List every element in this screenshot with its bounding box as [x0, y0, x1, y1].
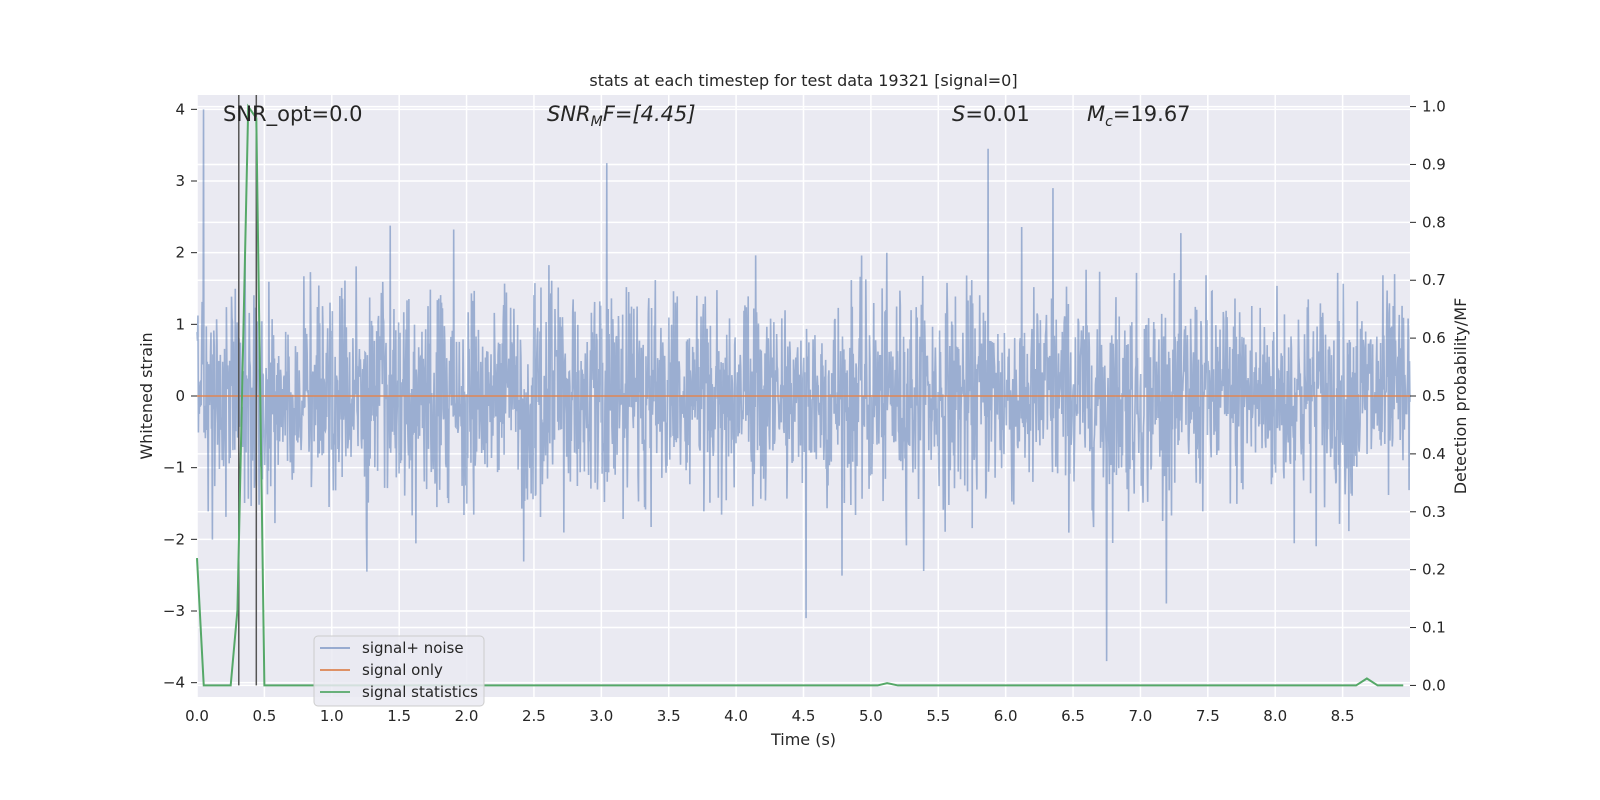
- annotation-mc-sub: c: [1105, 114, 1113, 130]
- annotation-s: S=0.01: [952, 102, 1030, 126]
- legend-label: signal+ noise: [362, 639, 464, 657]
- y-tick-label: 2: [175, 244, 185, 262]
- y-tick-label: −2: [163, 530, 185, 548]
- y2-axis-label: Detection probability/MF: [1451, 298, 1470, 495]
- y2-tick-label: 0.0: [1422, 676, 1446, 694]
- x-tick-label: 4.5: [792, 707, 816, 725]
- y-axis-label: Whitened strain: [137, 332, 156, 459]
- y-tick-label: −3: [163, 602, 185, 620]
- x-tick-label: 8.0: [1263, 707, 1287, 725]
- x-tick-label: 1.5: [387, 707, 411, 725]
- annotation-s-name: S: [952, 102, 965, 126]
- x-tick-label: 7.0: [1129, 707, 1153, 725]
- x-tick-label: 2.5: [522, 707, 546, 725]
- annotation-s-tail: =0.01: [965, 102, 1029, 126]
- x-tick-label: 2.0: [455, 707, 479, 725]
- y2-tick-label: 0.3: [1422, 503, 1446, 521]
- x-tick-label: 4.0: [724, 707, 748, 725]
- x-axis-label: Time (s): [770, 730, 836, 749]
- x-tick-label: 3.5: [657, 707, 681, 725]
- y-tick-label: 3: [175, 172, 185, 190]
- y2-tick-label: 0.2: [1422, 561, 1446, 579]
- series-signal-noise: [196, 109, 1411, 662]
- y2-tick-label: 0.8: [1422, 213, 1446, 231]
- data-layer: [196, 95, 1411, 687]
- y2-tick-label: 1.0: [1422, 98, 1446, 116]
- y2-tick-label: 0.1: [1422, 619, 1446, 637]
- x-tick-label: 6.0: [994, 707, 1018, 725]
- legend-label: signal statistics: [362, 683, 478, 701]
- y-tick-label: −1: [163, 459, 185, 477]
- x-tick-label: 0.0: [185, 707, 209, 725]
- y-tick-label: 4: [175, 100, 185, 118]
- annotation-snr-mf-name: SNR: [547, 102, 591, 126]
- annotation-mc-tail: =19.67: [1113, 102, 1191, 126]
- y-tick-label: 1: [175, 315, 185, 333]
- y2-tick-label: 0.7: [1422, 271, 1446, 289]
- annotation-snr-mf: SNRMF=[4.45]: [547, 102, 696, 130]
- annotation-mc-name: M: [1087, 102, 1105, 126]
- y2-tick-label: 0.5: [1422, 387, 1446, 405]
- y-tick-label: 0: [175, 387, 185, 405]
- legend-label: signal only: [362, 661, 443, 679]
- y2-tick-label: 0.6: [1422, 329, 1446, 347]
- x-tick-label: 8.5: [1331, 707, 1355, 725]
- chart-title: stats at each timestep for test data 193…: [589, 71, 1017, 90]
- x-tick-label: 7.5: [1196, 707, 1220, 725]
- x-tick-label: 1.0: [320, 707, 344, 725]
- axes: 0.0 0.5 1.0 1.5 2.0 2.5 3.0 3.5 4.0 4.5 5.0 5.5 6.0 6…: [163, 98, 1446, 725]
- series-signal-statistics: [196, 103, 1404, 687]
- x-tick-label: 6.5: [1061, 707, 1085, 725]
- x-tick-label: 5.0: [859, 707, 883, 725]
- y2-tick-label: 0.9: [1422, 155, 1446, 173]
- y2-tick-label: 0.4: [1422, 445, 1446, 463]
- x-tick-label: 0.5: [252, 707, 276, 725]
- y-tick-label: −4: [163, 674, 185, 692]
- annotation-snr-mf-tail: F=[4.45]: [603, 102, 696, 126]
- legend-box: [313, 635, 485, 707]
- annotation-snr-mf-sub: M: [591, 114, 603, 130]
- x-tick-label: 5.5: [926, 707, 950, 725]
- x-tick-label: 3.0: [589, 707, 613, 725]
- annotations: SNR_opt=0.0 SNRMF=[4.45] S=0.01 Mc=19.67: [223, 102, 1191, 130]
- annotation-mc: Mc=19.67: [1087, 102, 1191, 130]
- annotation-snr-opt: SNR_opt=0.0: [223, 102, 363, 127]
- legend: signal+ noise signal only signal statistic…: [313, 635, 485, 707]
